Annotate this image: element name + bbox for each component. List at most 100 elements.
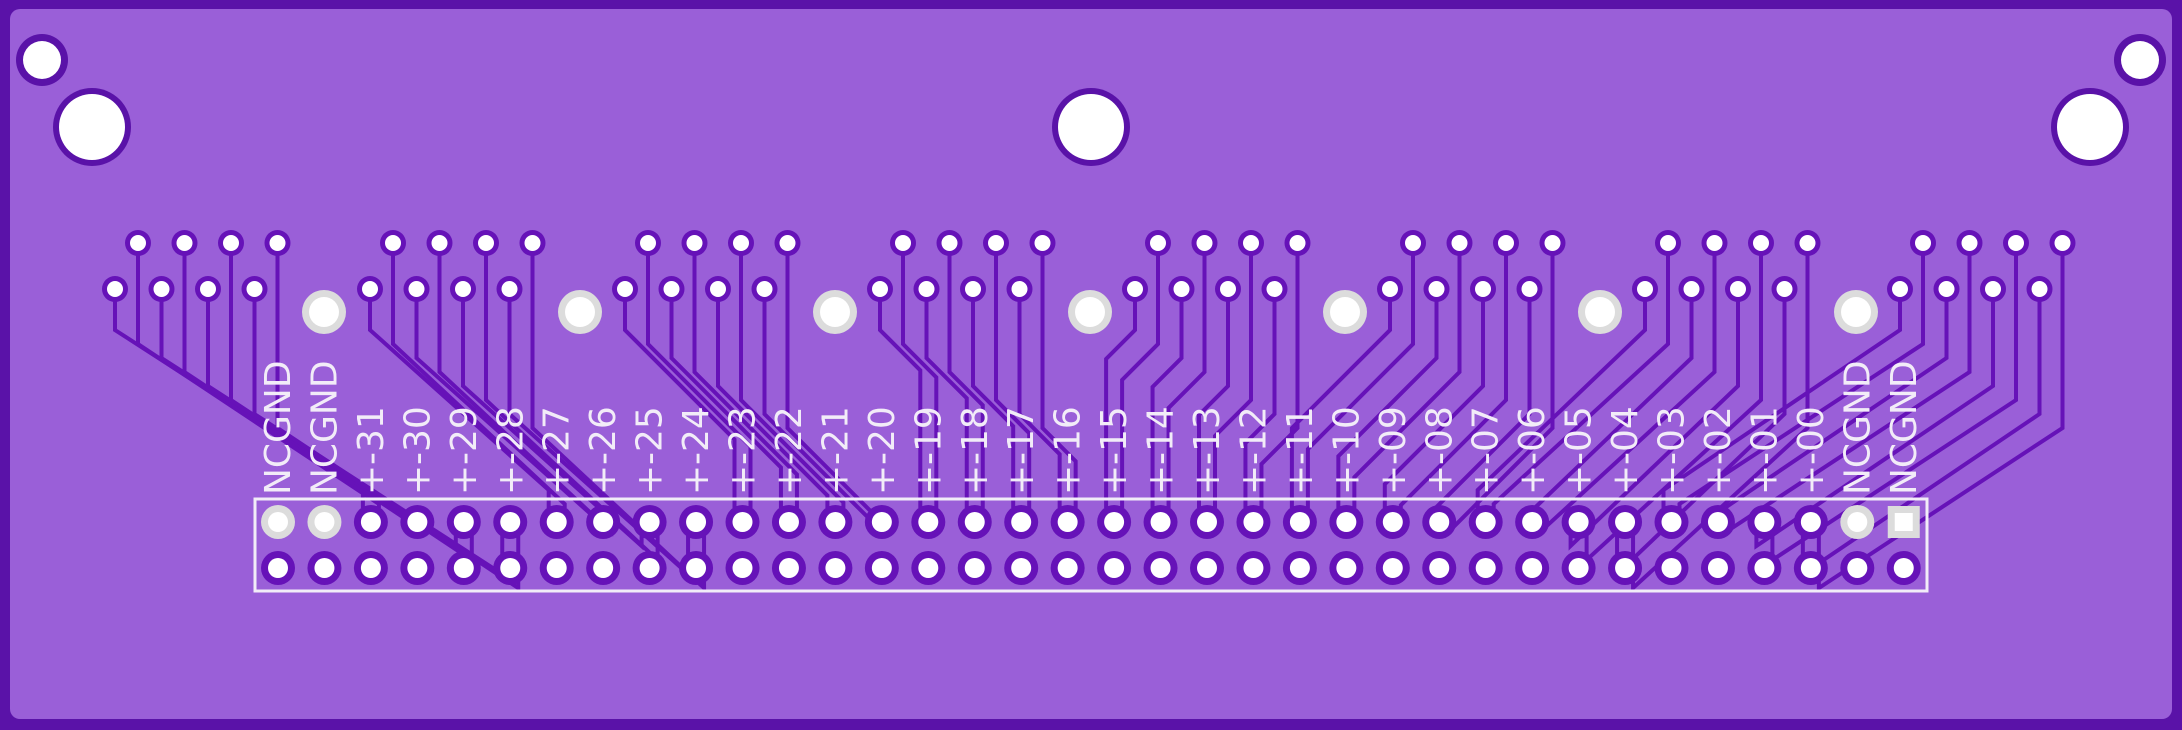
pin-label-polarity: +	[1233, 465, 1274, 495]
header-pad-drill	[1615, 512, 1636, 532]
header-pad-drill	[686, 558, 707, 578]
sensor-pad-drill	[779, 235, 796, 251]
header-pad-drill	[1707, 512, 1728, 532]
sensor-pad-drill	[1938, 281, 1955, 297]
header-pad-drill	[1475, 512, 1496, 532]
header-pad-drill	[778, 558, 799, 578]
pin-label-signal: -14	[1141, 406, 1182, 465]
pin-label-signal: -00	[1791, 406, 1832, 465]
pin-label-signal: -09	[1373, 406, 1414, 465]
pin-label-signal: -25	[630, 406, 671, 465]
copper-trace	[507, 289, 691, 579]
pin-label-signal: -31	[351, 406, 392, 465]
pin-label-signal: GND	[258, 360, 299, 443]
copper-trace	[623, 289, 737, 508]
header-pad-drill	[825, 512, 846, 532]
header-pad-drill	[1568, 558, 1589, 578]
pin-label-polarity: +	[1419, 465, 1460, 495]
header-pad-drill	[1893, 558, 1914, 578]
pin-label-signal: -18	[955, 406, 996, 465]
copper-trace	[669, 289, 783, 508]
mounting-holes	[16, 34, 2166, 334]
pin-label-signal: -02	[1698, 406, 1739, 465]
sensor-pad-drill	[1985, 281, 2001, 297]
copper-trace	[1197, 289, 1230, 508]
sensor-pad-drill	[617, 281, 633, 297]
pin-label-polarity: +	[1512, 465, 1553, 495]
pin-label-polarity: +	[1001, 465, 1042, 495]
corner-hole	[23, 41, 61, 79]
pin-label-polarity: +	[676, 465, 717, 495]
copper-trace	[692, 243, 799, 508]
header-silkscreen-outline	[253, 497, 1929, 593]
header-pad-drill	[825, 558, 846, 578]
pin-label-polarity: +	[1048, 465, 1089, 495]
sensor-pad-drill	[200, 281, 216, 297]
sensor-pad-drill	[941, 235, 958, 251]
sensor-pad-drill	[478, 235, 494, 251]
pin-label-polarity: +	[1373, 465, 1414, 495]
header-pad-drill	[639, 512, 660, 532]
pin-label-polarity: +	[1652, 465, 1693, 495]
pin-label-signal: -20	[862, 406, 903, 465]
copper-trace	[1213, 243, 1253, 508]
copper-trace	[716, 289, 830, 508]
pin-label-polarity: +	[1187, 465, 1228, 495]
via-drill	[309, 297, 339, 327]
sensor-pad-drill	[153, 281, 170, 297]
pin-label-polarity: +	[769, 465, 810, 495]
copper-trace	[391, 243, 567, 508]
header-pad-drill	[1336, 512, 1357, 532]
pin-label-signal: GND	[1884, 360, 1925, 443]
pin-labels: NCGNDNCGND+-31+-30+-29+-28+-27+-26+-25+-…	[258, 360, 1925, 495]
sensor-pad-drill	[1776, 281, 1793, 297]
header-pad-drill	[1057, 558, 1078, 578]
header-pad-drill	[268, 558, 288, 578]
copper-trace	[136, 243, 381, 508]
header-pad-drill	[1707, 558, 1728, 578]
sensor-pad-drill	[895, 235, 911, 251]
header-pad-drill	[314, 558, 335, 578]
pin-label-signal: -15	[1094, 406, 1135, 465]
header-pad-drill	[1522, 512, 1543, 532]
sensor-pad-drill	[1892, 281, 1908, 297]
header-pad-drill	[1615, 558, 1636, 578]
header-pad-drill	[407, 558, 428, 578]
sensor-pad-drill	[710, 281, 726, 297]
sensor-pad-drill	[965, 281, 981, 297]
pin-label-polarity: +	[630, 465, 671, 495]
header-pad-drill	[871, 512, 892, 532]
pin-label-signal: -03	[1652, 406, 1693, 465]
pin-label-signal: -10	[1326, 406, 1367, 465]
sensor-pad-drill	[1915, 235, 1931, 251]
header-pad-drill	[1150, 558, 1171, 578]
copper-trace	[1017, 289, 1062, 508]
header-pad-drill	[1011, 558, 1032, 578]
sensor-pad-drill	[385, 235, 401, 251]
sensor-pad-drill	[1961, 235, 1978, 251]
sensor-pad-drill	[269, 235, 286, 251]
pin-label-signal: -04	[1605, 406, 1646, 465]
pin-label-signal: -19	[908, 406, 949, 465]
copper-trace	[901, 243, 939, 508]
via-drill	[1330, 297, 1360, 327]
header-pad-drill	[964, 512, 985, 532]
sensor-pad-drill	[1706, 235, 1723, 251]
sensor-pad-drill	[1011, 281, 1028, 297]
pin-label-polarity: NC	[1884, 443, 1925, 495]
header-pad-drill	[1800, 512, 1821, 532]
sensor-pad-drill	[246, 281, 263, 297]
pin-label-polarity: +	[1744, 465, 1785, 495]
pin-label-polarity: NC	[304, 443, 345, 495]
sensor-pad-drill	[2054, 235, 2071, 251]
copper-trace	[994, 243, 1032, 508]
header-pad-drill	[871, 558, 892, 578]
pin-label-signal: -05	[1559, 406, 1600, 465]
pin-label-signal: -12	[1233, 406, 1274, 465]
pin-label-polarity: +	[490, 465, 531, 495]
copper-trace	[739, 243, 846, 508]
header-pad-drill	[360, 558, 381, 578]
pin-label-signal: -01	[1744, 406, 1785, 465]
sensor-pad-drill	[1220, 281, 1236, 297]
header-pad-drill	[686, 512, 707, 532]
